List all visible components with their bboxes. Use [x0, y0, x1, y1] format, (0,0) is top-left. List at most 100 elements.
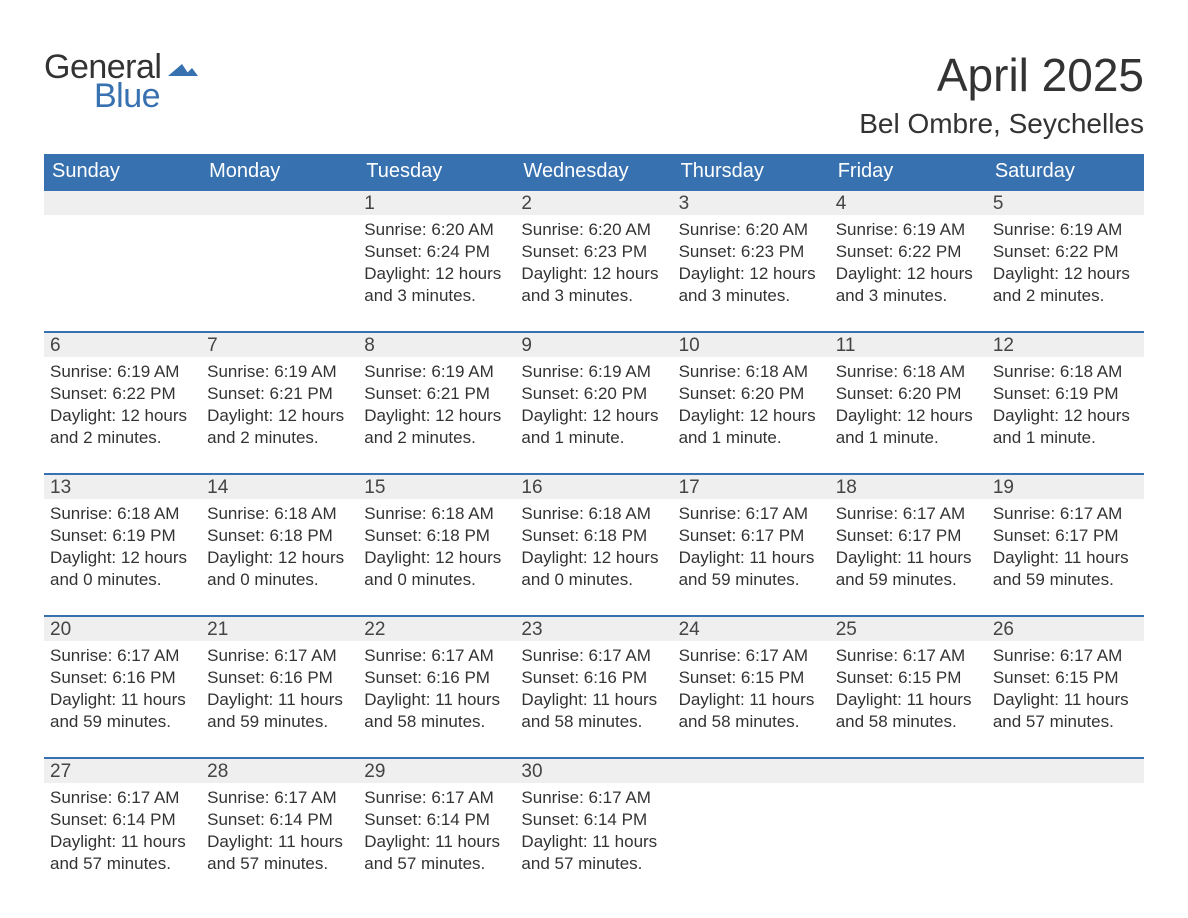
- daylight-text-2: and 1 minute.: [993, 427, 1138, 449]
- day-details: Sunrise: 6:17 AMSunset: 6:14 PMDaylight:…: [44, 783, 201, 875]
- day-number-bar: [44, 189, 201, 215]
- day-number-bar: 14: [201, 473, 358, 499]
- daylight-text-1: Daylight: 12 hours: [207, 405, 352, 427]
- calendar-week-row: 20Sunrise: 6:17 AMSunset: 6:16 PMDayligh…: [44, 615, 1144, 757]
- sunrise-text: Sunrise: 6:18 AM: [50, 503, 195, 525]
- day-details: Sunrise: 6:20 AMSunset: 6:23 PMDaylight:…: [673, 215, 830, 307]
- day-details: Sunrise: 6:18 AMSunset: 6:20 PMDaylight:…: [830, 357, 987, 449]
- day-number-bar: 17: [673, 473, 830, 499]
- sunset-text: Sunset: 6:17 PM: [679, 525, 824, 547]
- title-block: April 2025 Bel Ombre, Seychelles: [859, 48, 1144, 140]
- daylight-text-1: Daylight: 11 hours: [50, 831, 195, 853]
- sunrise-text: Sunrise: 6:20 AM: [364, 219, 509, 241]
- sunrise-text: Sunrise: 6:18 AM: [993, 361, 1138, 383]
- sunrise-text: Sunrise: 6:18 AM: [521, 503, 666, 525]
- sunset-text: Sunset: 6:20 PM: [679, 383, 824, 405]
- day-number-bar: 8: [358, 331, 515, 357]
- sunset-text: Sunset: 6:22 PM: [993, 241, 1138, 263]
- daylight-text-2: and 57 minutes.: [50, 853, 195, 875]
- calendar-week-row: 6Sunrise: 6:19 AMSunset: 6:22 PMDaylight…: [44, 331, 1144, 473]
- sunrise-text: Sunrise: 6:19 AM: [364, 361, 509, 383]
- daylight-text-2: and 59 minutes.: [50, 711, 195, 733]
- daylight-text-1: Daylight: 11 hours: [679, 547, 824, 569]
- sunset-text: Sunset: 6:18 PM: [521, 525, 666, 547]
- day-details: Sunrise: 6:17 AMSunset: 6:15 PMDaylight:…: [830, 641, 987, 733]
- sunset-text: Sunset: 6:22 PM: [836, 241, 981, 263]
- day-details: Sunrise: 6:18 AMSunset: 6:19 PMDaylight:…: [987, 357, 1144, 449]
- daylight-text-2: and 58 minutes.: [521, 711, 666, 733]
- day-number-bar: 22: [358, 615, 515, 641]
- daylight-text-1: Daylight: 12 hours: [993, 263, 1138, 285]
- calendar-day-cell: 10Sunrise: 6:18 AMSunset: 6:20 PMDayligh…: [673, 331, 830, 473]
- daylight-text-1: Daylight: 11 hours: [364, 831, 509, 853]
- calendar-day-cell: 20Sunrise: 6:17 AMSunset: 6:16 PMDayligh…: [44, 615, 201, 757]
- logo-text-blue: Blue: [94, 77, 200, 116]
- day-details: Sunrise: 6:19 AMSunset: 6:22 PMDaylight:…: [987, 215, 1144, 307]
- sunrise-text: Sunrise: 6:17 AM: [521, 645, 666, 667]
- sunrise-text: Sunrise: 6:17 AM: [364, 645, 509, 667]
- calendar-week-row: 1Sunrise: 6:20 AMSunset: 6:24 PMDaylight…: [44, 189, 1144, 331]
- sunrise-text: Sunrise: 6:19 AM: [207, 361, 352, 383]
- daylight-text-1: Daylight: 12 hours: [521, 263, 666, 285]
- calendar-week-row: 13Sunrise: 6:18 AMSunset: 6:19 PMDayligh…: [44, 473, 1144, 615]
- day-details: Sunrise: 6:17 AMSunset: 6:16 PMDaylight:…: [358, 641, 515, 733]
- weekday-header: Sunday: [44, 154, 201, 189]
- daylight-text-1: Daylight: 11 hours: [836, 547, 981, 569]
- weekday-header-row: SundayMondayTuesdayWednesdayThursdayFrid…: [44, 154, 1144, 189]
- calendar-day-cell: 15Sunrise: 6:18 AMSunset: 6:18 PMDayligh…: [358, 473, 515, 615]
- sunrise-text: Sunrise: 6:17 AM: [679, 645, 824, 667]
- day-details: Sunrise: 6:17 AMSunset: 6:16 PMDaylight:…: [44, 641, 201, 733]
- day-number-bar: 29: [358, 757, 515, 783]
- calendar-day-cell: 19Sunrise: 6:17 AMSunset: 6:17 PMDayligh…: [987, 473, 1144, 615]
- daylight-text-1: Daylight: 11 hours: [207, 831, 352, 853]
- day-details: Sunrise: 6:17 AMSunset: 6:17 PMDaylight:…: [987, 499, 1144, 591]
- sunset-text: Sunset: 6:14 PM: [50, 809, 195, 831]
- day-details: Sunrise: 6:18 AMSunset: 6:18 PMDaylight:…: [201, 499, 358, 591]
- day-number-bar: 5: [987, 189, 1144, 215]
- day-details: Sunrise: 6:18 AMSunset: 6:19 PMDaylight:…: [44, 499, 201, 591]
- calendar-day-cell: 5Sunrise: 6:19 AMSunset: 6:22 PMDaylight…: [987, 189, 1144, 331]
- day-details: Sunrise: 6:19 AMSunset: 6:22 PMDaylight:…: [44, 357, 201, 449]
- calendar-day-cell: 13Sunrise: 6:18 AMSunset: 6:19 PMDayligh…: [44, 473, 201, 615]
- daylight-text-2: and 58 minutes.: [364, 711, 509, 733]
- day-number-bar: [987, 757, 1144, 783]
- daylight-text-1: Daylight: 12 hours: [521, 405, 666, 427]
- day-number-bar: 15: [358, 473, 515, 499]
- daylight-text-2: and 59 minutes.: [207, 711, 352, 733]
- calendar-day-cell: 14Sunrise: 6:18 AMSunset: 6:18 PMDayligh…: [201, 473, 358, 615]
- daylight-text-1: Daylight: 11 hours: [521, 831, 666, 853]
- day-number-bar: 19: [987, 473, 1144, 499]
- sunset-text: Sunset: 6:19 PM: [993, 383, 1138, 405]
- sunset-text: Sunset: 6:21 PM: [364, 383, 509, 405]
- sunrise-text: Sunrise: 6:17 AM: [364, 787, 509, 809]
- weekday-header: Tuesday: [358, 154, 515, 189]
- calendar-day-cell: 17Sunrise: 6:17 AMSunset: 6:17 PMDayligh…: [673, 473, 830, 615]
- daylight-text-1: Daylight: 12 hours: [993, 405, 1138, 427]
- day-details: Sunrise: 6:19 AMSunset: 6:22 PMDaylight:…: [830, 215, 987, 307]
- day-number-bar: 11: [830, 331, 987, 357]
- day-details: Sunrise: 6:18 AMSunset: 6:20 PMDaylight:…: [673, 357, 830, 449]
- sunset-text: Sunset: 6:23 PM: [521, 241, 666, 263]
- logo: General Blue: [44, 48, 200, 116]
- day-details: Sunrise: 6:19 AMSunset: 6:21 PMDaylight:…: [358, 357, 515, 449]
- daylight-text-1: Daylight: 11 hours: [50, 689, 195, 711]
- sunrise-text: Sunrise: 6:17 AM: [521, 787, 666, 809]
- sunrise-text: Sunrise: 6:19 AM: [993, 219, 1138, 241]
- daylight-text-1: Daylight: 11 hours: [364, 689, 509, 711]
- sunrise-text: Sunrise: 6:19 AM: [836, 219, 981, 241]
- daylight-text-2: and 59 minutes.: [993, 569, 1138, 591]
- sunrise-text: Sunrise: 6:17 AM: [50, 787, 195, 809]
- weekday-header: Saturday: [987, 154, 1144, 189]
- calendar-week-row: 27Sunrise: 6:17 AMSunset: 6:14 PMDayligh…: [44, 757, 1144, 899]
- calendar-day-cell: 4Sunrise: 6:19 AMSunset: 6:22 PMDaylight…: [830, 189, 987, 331]
- sunrise-text: Sunrise: 6:18 AM: [364, 503, 509, 525]
- sunset-text: Sunset: 6:18 PM: [364, 525, 509, 547]
- weekday-header: Monday: [201, 154, 358, 189]
- day-details: Sunrise: 6:18 AMSunset: 6:18 PMDaylight:…: [358, 499, 515, 591]
- daylight-text-1: Daylight: 11 hours: [521, 689, 666, 711]
- daylight-text-2: and 0 minutes.: [364, 569, 509, 591]
- calendar-day-cell: 16Sunrise: 6:18 AMSunset: 6:18 PMDayligh…: [515, 473, 672, 615]
- calendar-day-cell: 22Sunrise: 6:17 AMSunset: 6:16 PMDayligh…: [358, 615, 515, 757]
- sunrise-text: Sunrise: 6:19 AM: [50, 361, 195, 383]
- daylight-text-1: Daylight: 12 hours: [364, 263, 509, 285]
